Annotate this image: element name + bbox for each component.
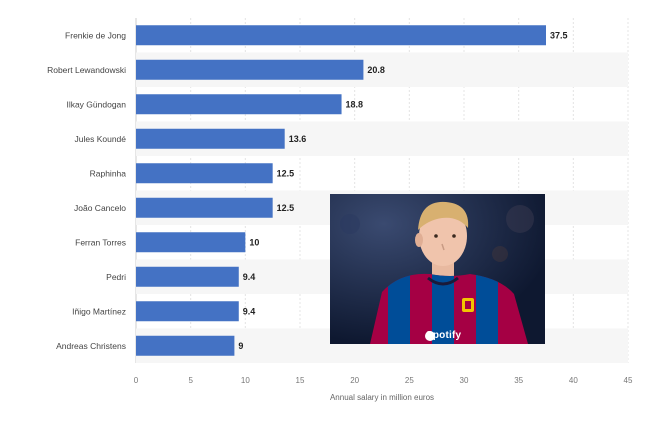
x-tick-labels: 0 5 10 15 20 25 30 35 40 45 — [134, 376, 633, 385]
value-labels: 37.5 20.8 18.8 13.6 12.5 12.5 10 9.4 9.4 9 — [238, 30, 567, 351]
value-label: 9.4 — [243, 272, 256, 282]
value-label: 13.6 — [289, 134, 307, 144]
x-tick-label: 5 — [188, 376, 193, 385]
value-label: 10 — [249, 237, 259, 247]
x-tick-label: 15 — [296, 376, 305, 385]
x-tick-label: 20 — [350, 376, 359, 385]
category-label: Andreas Christens — [56, 341, 126, 351]
bar — [136, 59, 364, 80]
player-photo-image — [330, 194, 545, 344]
bar — [136, 232, 246, 253]
value-label: 20.8 — [367, 65, 385, 75]
bar — [136, 163, 273, 184]
category-label: Frenkie de Jong — [65, 30, 126, 40]
chart-bars — [136, 25, 546, 356]
x-axis-title: Annual salary in million euros — [330, 393, 434, 402]
x-tick-label: 30 — [460, 376, 469, 385]
shirt-sponsor-text: Spotify — [426, 330, 462, 341]
x-tick-label: 45 — [624, 376, 633, 385]
bar — [136, 128, 285, 149]
value-label: 37.5 — [550, 30, 568, 40]
category-label: João Cancelo — [74, 203, 126, 213]
value-label: 9.4 — [243, 306, 256, 316]
category-label: Ferran Torres — [75, 237, 126, 247]
category-label: Jules Koundé — [74, 134, 126, 144]
player-photo: Spotify — [330, 194, 545, 344]
category-label: Pedri — [106, 272, 126, 282]
value-label: 18.8 — [346, 99, 364, 109]
x-tick-label: 35 — [514, 376, 523, 385]
category-label: Ilkay Gündogan — [66, 99, 126, 109]
value-label: 9 — [238, 341, 243, 351]
category-label: Robert Lewandowski — [47, 65, 126, 75]
category-label: Iñigo Martínez — [72, 306, 126, 316]
bar — [136, 301, 239, 322]
category-labels: Frenkie de Jong Robert Lewandowski Ilkay G… — [47, 30, 126, 351]
bar — [136, 335, 235, 356]
bar — [136, 94, 342, 115]
x-tick-label: 10 — [241, 376, 250, 385]
category-label: Raphinha — [90, 168, 127, 178]
x-tick-label: 0 — [134, 376, 139, 385]
bar — [136, 266, 239, 287]
x-tick-label: 40 — [569, 376, 578, 385]
x-tick-label: 25 — [405, 376, 414, 385]
bar — [136, 25, 546, 46]
bar — [136, 197, 273, 218]
value-label: 12.5 — [277, 168, 295, 178]
value-label: 12.5 — [277, 203, 295, 213]
